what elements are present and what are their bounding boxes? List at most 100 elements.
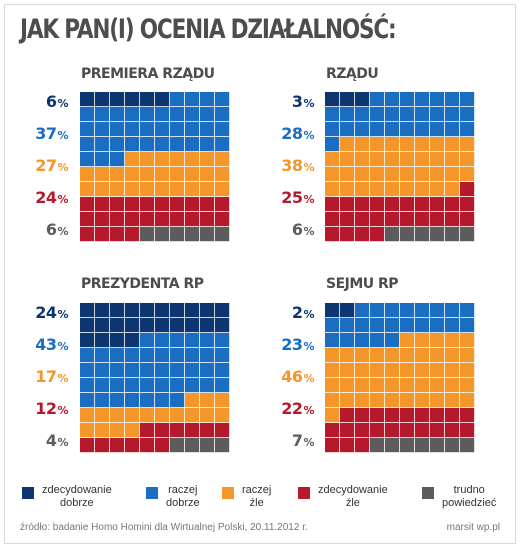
data-label-rzadu-0: 3%	[266, 92, 315, 111]
waffle-cell-prezydenta-rp-s1	[155, 378, 170, 393]
data-label-premiera-rzadu-0: 6%	[20, 92, 69, 111]
waffle-cell-sejmu-rp-s2	[325, 348, 340, 363]
waffle-cell-sejmu-rp-s1	[385, 333, 400, 348]
waffle-cell-prezydenta-rp-s1	[170, 333, 185, 348]
percent-sign: %	[303, 225, 314, 238]
waffle-cell-sejmu-rp-s3	[400, 408, 415, 423]
waffle-cell-rzadu-s4	[430, 227, 445, 242]
waffle-cell-rzadu-s2	[430, 152, 445, 167]
data-label-value: 27	[35, 156, 57, 175]
waffle-cell-premiera-rzadu-s3	[95, 227, 110, 242]
waffle-cell-premiera-rzadu-s3	[110, 212, 125, 227]
waffle-cell-premiera-rzadu-s3	[80, 227, 95, 242]
waffle-cell-sejmu-rp-s1	[460, 318, 475, 333]
waffle-cell-prezydenta-rp-s3	[80, 438, 95, 453]
waffle-cell-rzadu-s3	[325, 227, 340, 242]
waffle-cell-prezydenta-rp-s2	[170, 408, 185, 423]
data-label-sejmu-rp-2: 46%	[266, 367, 314, 386]
waffle-cell-premiera-rzadu-s1	[155, 107, 170, 122]
waffle-cell-premiera-rzadu-s1	[95, 122, 110, 137]
waffle-cell-prezydenta-rp-s0	[110, 318, 125, 333]
waffle-cell-prezydenta-rp-s1	[185, 348, 200, 363]
waffle-cell-prezydenta-rp-s1	[110, 348, 125, 363]
waffle-cell-rzadu-s2	[385, 152, 400, 167]
waffle-cell-prezydenta-rp-s2	[200, 408, 215, 423]
waffle-cell-prezydenta-rp-s1	[110, 393, 125, 408]
waffle-cell-sejmu-rp-s4	[430, 438, 445, 453]
waffle-cell-premiera-rzadu-s3	[80, 197, 95, 212]
waffle-cell-rzadu-s2	[430, 137, 445, 152]
waffle-cell-rzadu-s2	[415, 152, 430, 167]
waffle-cell-rzadu-s2	[415, 167, 430, 182]
waffle-cell-prezydenta-rp-s2	[110, 408, 125, 423]
waffle-cell-premiera-rzadu-s1	[80, 152, 95, 167]
waffle-cell-prezydenta-rp-s1	[155, 363, 170, 378]
waffle-cell-prezydenta-rp-s4	[215, 438, 230, 453]
waffle-cell-prezydenta-rp-s1	[155, 393, 170, 408]
waffle-cell-prezydenta-rp-s0	[95, 318, 110, 333]
waffle-cell-prezydenta-rp-s1	[125, 363, 140, 378]
waffle-cell-prezydenta-rp-s0	[95, 333, 110, 348]
percent-sign: %	[303, 129, 314, 142]
waffle-cell-prezydenta-rp-s0	[170, 303, 185, 318]
waffle-cell-prezydenta-rp-s3	[155, 438, 170, 453]
waffle-cell-rzadu-s2	[400, 152, 415, 167]
waffle-cell-rzadu-s1	[370, 107, 385, 122]
waffle-cell-rzadu-s3	[370, 197, 385, 212]
percent-sign: %	[303, 372, 314, 385]
credit-note: marsit wp.pl	[446, 522, 500, 533]
waffle-cell-sejmu-rp-s1	[325, 318, 340, 333]
waffle-cell-sejmu-rp-s1	[355, 333, 370, 348]
waffle-cell-prezydenta-rp-s1	[140, 348, 155, 363]
waffle-cell-sejmu-rp-s2	[400, 363, 415, 378]
waffle-cell-premiera-rzadu-s1	[155, 122, 170, 137]
waffle-cell-premiera-rzadu-s1	[140, 137, 155, 152]
waffle-cell-prezydenta-rp-s1	[215, 333, 230, 348]
waffle-cell-premiera-rzadu-s1	[140, 122, 155, 137]
waffle-chart-premiera-rzadu	[80, 92, 230, 242]
waffle-cell-prezydenta-rp-s1	[170, 363, 185, 378]
waffle-cell-rzadu-s2	[325, 167, 340, 182]
waffle-cell-prezydenta-rp-s1	[140, 363, 155, 378]
waffle-cell-premiera-rzadu-s1	[215, 122, 230, 137]
waffle-cell-prezydenta-rp-s1	[125, 348, 140, 363]
waffle-cell-premiera-rzadu-s3	[155, 197, 170, 212]
waffle-cell-sejmu-rp-s1	[385, 318, 400, 333]
waffle-cell-rzadu-s1	[400, 122, 415, 137]
legend-label: raczej źle	[242, 484, 272, 509]
waffle-cell-prezydenta-rp-s2	[95, 423, 110, 438]
waffle-cell-rzadu-s1	[430, 107, 445, 122]
waffle-cell-premiera-rzadu-s2	[155, 152, 170, 167]
legend-label: zdecydowanie dobrze	[42, 484, 112, 509]
waffle-cell-premiera-rzadu-s2	[80, 167, 95, 182]
waffle-cell-premiera-rzadu-s1	[95, 137, 110, 152]
waffle-cell-premiera-rzadu-s3	[185, 197, 200, 212]
waffle-cell-premiera-rzadu-s2	[140, 167, 155, 182]
waffle-cell-rzadu-s2	[415, 137, 430, 152]
waffle-cell-rzadu-s2	[430, 167, 445, 182]
percent-sign: %	[303, 436, 314, 449]
waffle-cell-premiera-rzadu-s1	[125, 107, 140, 122]
waffle-cell-premiera-rzadu-s2	[200, 167, 215, 182]
waffle-cell-sejmu-rp-s1	[385, 303, 400, 318]
waffle-cell-rzadu-s0	[355, 92, 370, 107]
waffle-cell-sejmu-rp-s2	[325, 393, 340, 408]
data-label-value: 7	[291, 431, 303, 450]
waffle-cell-rzadu-s2	[400, 167, 415, 182]
waffle-cell-prezydenta-rp-s1	[110, 363, 125, 378]
waffle-cell-rzadu-s3	[385, 212, 400, 227]
waffle-chart-sejmu-rp	[325, 303, 475, 453]
data-label-sejmu-rp-4: 7%	[266, 431, 315, 450]
waffle-cell-sejmu-rp-s2	[445, 378, 460, 393]
waffle-cell-prezydenta-rp-s1	[140, 393, 155, 408]
waffle-cell-rzadu-s3	[445, 197, 460, 212]
waffle-cell-prezydenta-rp-s2	[125, 408, 140, 423]
data-label-prezydenta-rp-1: 43%	[20, 335, 68, 354]
waffle-cell-rzadu-s3	[355, 197, 370, 212]
percent-sign: %	[303, 161, 314, 174]
waffle-cell-prezydenta-rp-s1	[170, 378, 185, 393]
percent-sign: %	[303, 340, 314, 353]
waffle-cell-prezydenta-rp-s1	[140, 333, 155, 348]
waffle-cell-rzadu-s2	[355, 182, 370, 197]
waffle-cell-rzadu-s1	[415, 122, 430, 137]
